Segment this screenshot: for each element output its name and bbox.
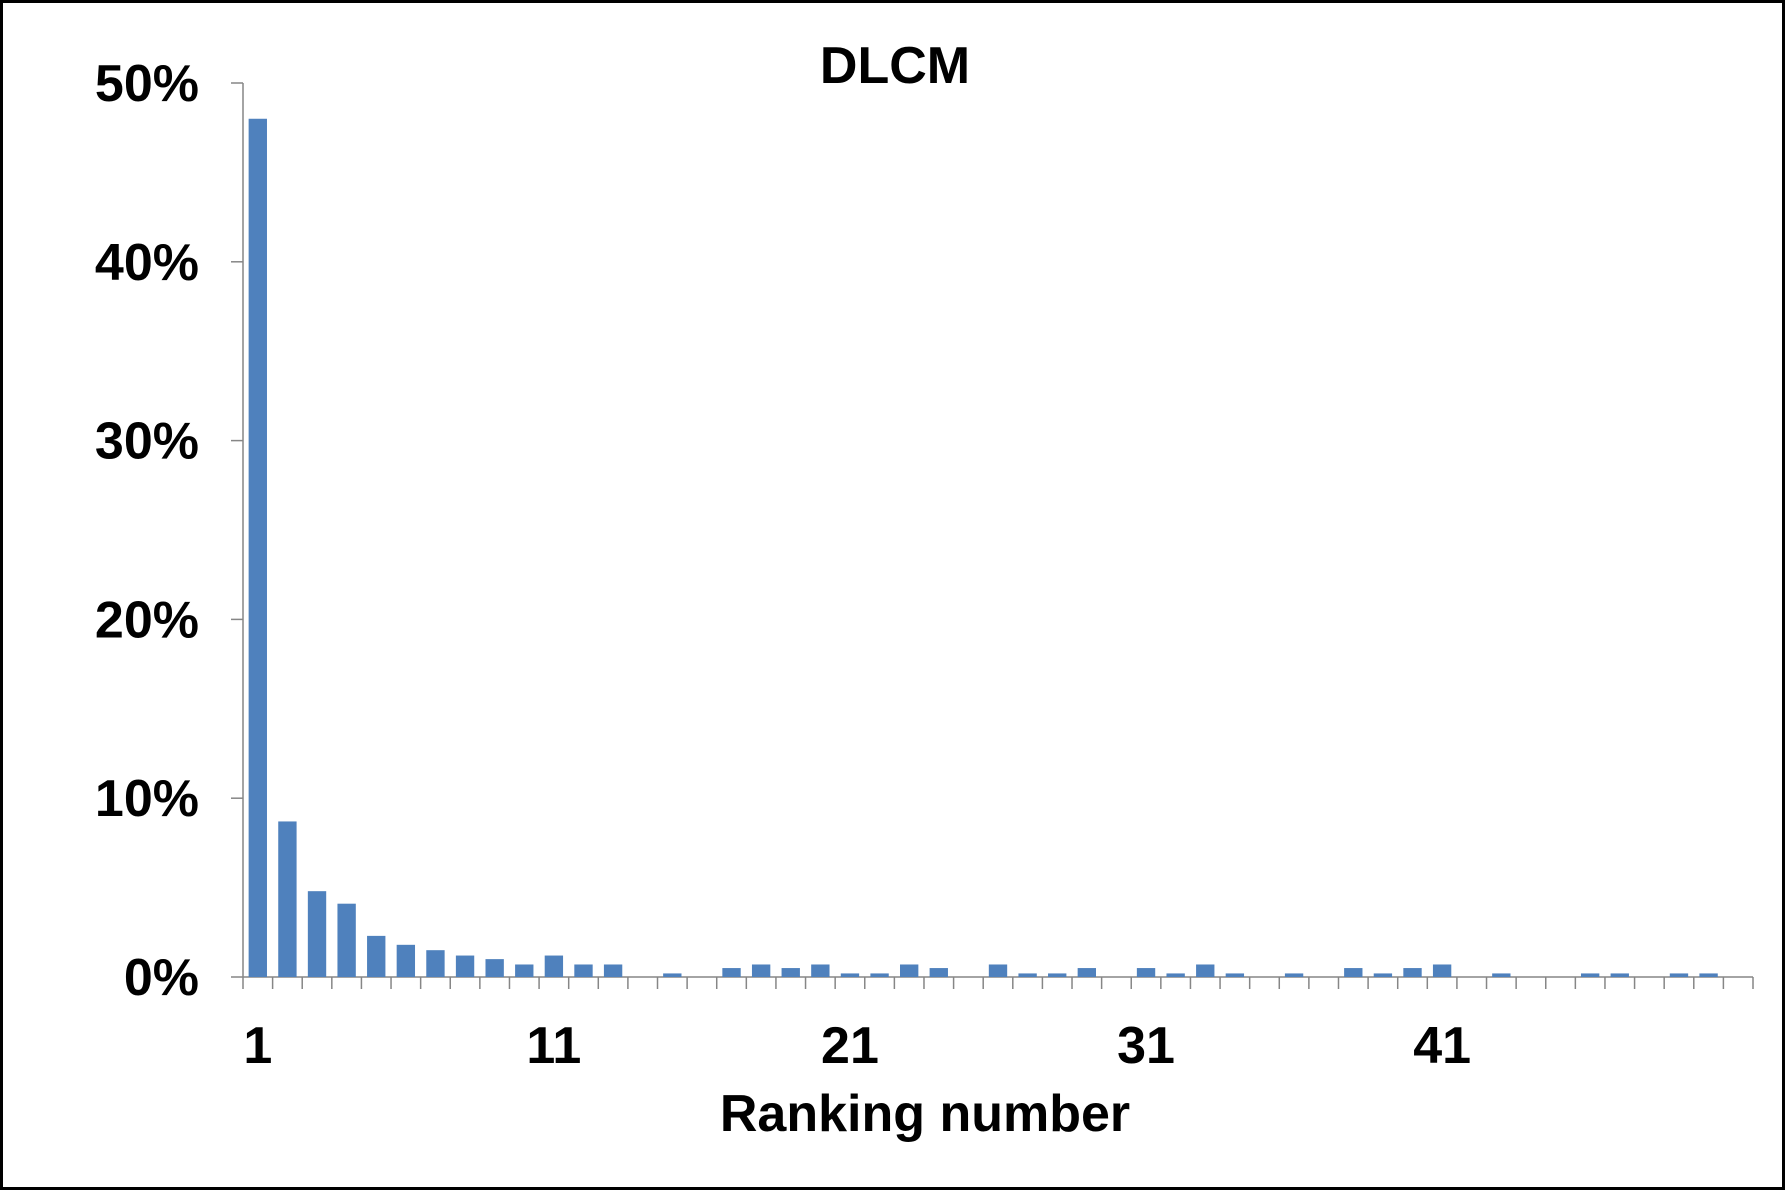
bar [367,935,386,977]
bar [1669,973,1689,977]
bar [1492,973,1511,977]
y-tick-label: 40% [95,234,199,292]
bar [1018,973,1037,977]
bars [248,118,1718,977]
bar [574,964,593,977]
bar [248,118,267,977]
bar [337,903,356,977]
bar [1196,964,1215,977]
x-tick-label: 31 [1117,1017,1175,1075]
chart-title: DLCM [820,37,970,95]
bar [929,968,948,977]
bar [870,973,889,977]
bar [1077,968,1097,977]
bar [1136,968,1156,977]
y-tick-label: 20% [95,591,199,649]
bar [811,964,830,977]
bar [515,964,534,977]
y-tick-label: 50% [95,55,199,113]
bar [751,964,771,977]
bar [840,973,860,977]
bar [1432,964,1452,977]
bar [899,964,919,977]
bar [544,955,564,977]
bar [988,964,1008,977]
bar [396,944,416,977]
bar [1610,973,1629,977]
bar [307,891,327,977]
y-tick-label: 0% [124,949,199,1007]
bar [663,973,682,977]
bar [1580,973,1600,977]
x-tick-label: 1 [243,1017,272,1075]
bar [1699,973,1718,977]
axes [231,82,1754,989]
y-tick-labels: 0% 10% 20% 30% 40% 50% [95,55,199,1007]
bar [722,968,741,977]
bar [781,968,800,977]
x-tick-label: 41 [1413,1017,1471,1075]
bar [1225,973,1245,977]
bar [426,950,445,977]
x-tick-label: 21 [821,1017,879,1075]
bar [1166,973,1185,977]
bar [1284,973,1304,977]
bar [485,959,504,977]
bar [455,955,475,977]
y-tick-label: 10% [95,770,199,828]
bar [1344,968,1363,977]
x-tick-labels: 1 11 21 31 41 [243,1017,1471,1075]
bar [1373,973,1393,977]
x-tick-label: 11 [526,1017,581,1075]
bar [278,821,297,977]
x-axis-label: Ranking number [720,1085,1130,1143]
bar [1403,968,1422,977]
bar [1048,973,1067,977]
y-tick-label: 30% [95,413,199,471]
bar [603,964,623,977]
